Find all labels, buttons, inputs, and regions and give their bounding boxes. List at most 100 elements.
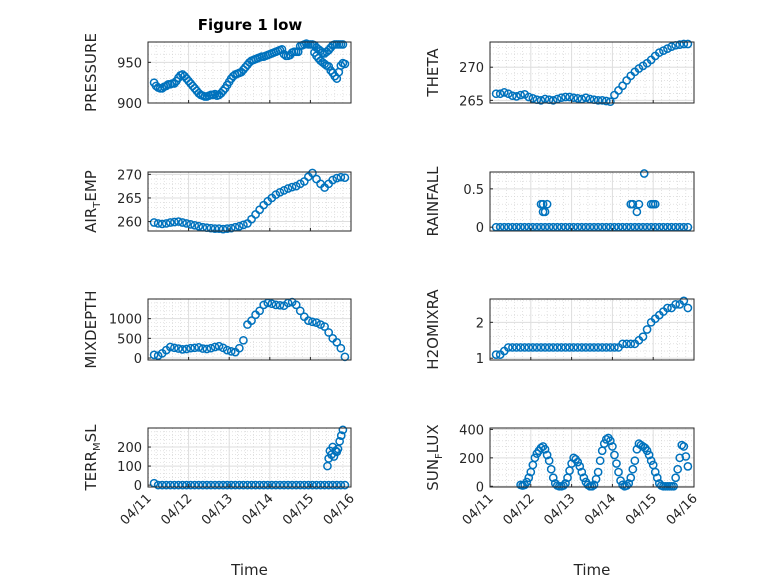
y-tick-label: 1000 (109, 313, 142, 328)
data-point (546, 464, 556, 474)
data-point (299, 480, 309, 490)
y-axis-label: SUNFLUX (424, 424, 445, 490)
data-point (279, 480, 289, 490)
data-point (581, 93, 591, 103)
data-point (548, 343, 558, 352)
axes-sunflux: 0 200 400 SUNFLUX 04/11 04/12 04/13 04/14 04/15 0… (424, 423, 701, 579)
data-point (548, 95, 558, 105)
data-point (267, 480, 277, 490)
data-point (165, 218, 175, 227)
data-point (295, 480, 305, 490)
data-point (650, 199, 660, 209)
data-point (652, 473, 662, 483)
y-tick-label: 0 (476, 221, 484, 236)
data-point (336, 172, 346, 182)
data-point (612, 459, 621, 468)
data-point (671, 300, 680, 309)
x-tick-label: 04/11 (118, 491, 155, 528)
axes-pressure: 900 950 PRESSURE (82, 33, 352, 112)
data-point (182, 219, 191, 228)
data-point (548, 473, 558, 483)
data-point (243, 480, 252, 490)
data-point (247, 480, 256, 490)
data-point (667, 42, 676, 51)
data-point (579, 473, 589, 483)
data-point (569, 93, 578, 103)
data-point (194, 343, 204, 352)
data-point (622, 481, 632, 490)
data-point (626, 339, 636, 349)
data-point (174, 480, 183, 490)
axes-frame (147, 298, 352, 361)
data-point (328, 480, 338, 490)
data-point (675, 40, 685, 50)
data-point (520, 343, 530, 352)
x-tick-label: 04/16 (664, 491, 701, 528)
data-point (577, 467, 587, 477)
data-point (239, 335, 248, 345)
data-point (226, 346, 236, 356)
axes-rainfall: 0 0.5 RAINFALL (424, 166, 695, 237)
data-point (569, 343, 578, 352)
data-point (628, 199, 638, 209)
data-point (573, 94, 583, 103)
data-point (283, 184, 293, 193)
data-point (593, 467, 603, 477)
data-point (618, 81, 627, 91)
data-point (632, 207, 642, 217)
data-point (210, 480, 220, 490)
data-point (544, 343, 554, 352)
data-point (255, 306, 264, 316)
x-tick-label: 04/12 (501, 491, 538, 528)
x-tick-label: 04/13 (199, 491, 236, 528)
data-point (573, 343, 583, 352)
data-point (524, 343, 534, 352)
data-point (504, 343, 513, 352)
data-point (287, 480, 297, 490)
data-point (210, 89, 220, 99)
data-point (226, 480, 236, 490)
axes-background (148, 428, 351, 487)
data-point (304, 316, 313, 325)
data-point (628, 464, 638, 474)
data-point (573, 457, 583, 467)
axes-airtemp: 260 265 270 AIRTEMP (82, 168, 352, 234)
axes-frame (489, 298, 695, 361)
data-point (336, 431, 346, 440)
data-point (504, 89, 513, 99)
data-point (606, 343, 615, 352)
data-point (616, 476, 625, 485)
data-point (331, 446, 340, 456)
data-point (198, 480, 208, 490)
data-point (293, 47, 303, 57)
data-point (512, 92, 521, 101)
data-point (675, 453, 685, 463)
data-point (157, 219, 167, 229)
data-point (291, 300, 301, 310)
data-point (683, 303, 693, 313)
data-point (332, 480, 342, 490)
y-tick-label: 0.5 (463, 183, 484, 198)
data-point (601, 435, 611, 444)
data-point (326, 66, 336, 75)
data-point (210, 224, 220, 233)
data-point (336, 343, 346, 353)
data-point (622, 339, 632, 349)
data-point (639, 169, 649, 178)
data-point (630, 456, 640, 466)
axes-background (490, 172, 694, 231)
data-point (646, 456, 656, 466)
data-point (186, 480, 195, 490)
data-point (316, 320, 325, 329)
data-point (516, 343, 525, 352)
data-point (206, 223, 216, 233)
data-point (222, 345, 232, 355)
data-point (669, 481, 678, 491)
data-point (222, 224, 232, 233)
data-point (610, 343, 619, 352)
data-point (540, 444, 550, 454)
data-point (214, 480, 224, 490)
data-point (336, 61, 346, 70)
data-point (165, 342, 175, 352)
y-axis-label: RAINFALL (424, 166, 442, 237)
